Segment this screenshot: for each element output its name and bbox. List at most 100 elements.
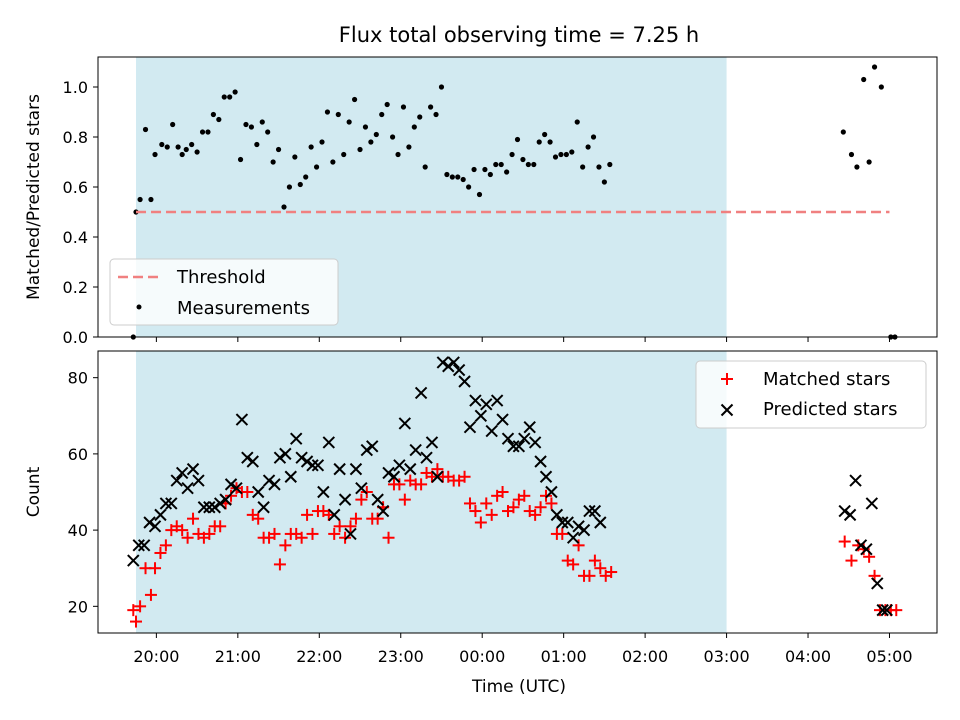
measurement-point [216,116,222,123]
measurement-point [303,174,309,180]
legend-threshold-label: Threshold [176,267,266,288]
matched-star-point [252,512,265,525]
measurement-point [861,76,867,83]
measurement-point [542,131,548,138]
predicted-star-point [165,497,178,510]
y-tick-label: 0.4 [63,228,88,247]
predicted-star-point [588,504,602,518]
measurement-point [449,174,455,180]
matched-star-point [301,508,314,521]
measurement-point [574,119,580,125]
predicted-star-point [393,459,406,472]
matched-star-point [181,531,194,544]
matched-star-point [398,493,411,506]
predicted-star-point [480,398,493,411]
measurement-point [558,151,564,158]
measurement-point [563,151,569,158]
measurement-point [866,159,872,165]
measurement-point [319,139,325,145]
measurement-point [297,181,303,188]
matched-star-point [273,558,286,571]
matched-star-point [149,562,162,575]
predicted-star-point [376,504,390,518]
legend-plus-glyph [721,373,733,385]
predicted-star-point [880,603,893,617]
predicted-star-point [474,409,488,422]
matched-star-point [474,516,487,529]
predicted-star-point [192,474,205,487]
count-y-axis: 20 40 60 80 [68,369,98,616]
x-tick-label: 21:00 [215,647,261,666]
measurement-point [498,161,504,168]
x-tick-label: 04:00 [785,647,831,666]
matched-star-point [534,501,547,514]
measurement-point [406,144,412,150]
predicted-star-point [572,520,585,533]
predicted-star-point [507,440,520,453]
ratio-plot-frame [97,56,938,338]
ratio-panel: 0.0 0.2 0.4 0.6 0.8 1.0 Matched/Predicted sta… [24,56,938,347]
measurement-point [433,111,439,118]
predicted-star-point [322,436,335,449]
predicted-star-point [148,520,162,533]
predicted-star-point [344,527,357,541]
matched-star-point [328,527,341,540]
predicted-star-point [349,462,363,476]
matched-star-point [556,527,569,540]
x-tick-label: 00:00 [459,647,505,666]
predicted-star-point [355,481,368,495]
measurement-point [368,139,374,145]
matched-star-point [306,527,319,540]
measurement-point [210,111,216,118]
predicted-star-point [224,478,238,491]
ratio-legend: Threshold Measurements [109,258,339,326]
predicted-star-point [469,394,482,407]
matched-star-point [360,486,373,498]
predicted-star-point [300,455,314,468]
measurement-point [400,104,407,110]
measurement-point [183,146,189,153]
matched-star-point [545,497,558,510]
measurement-points [130,64,898,340]
matched-star-point [322,508,335,521]
measurement-point [237,156,244,163]
matched-star-point [507,501,520,514]
predicted-star-point [186,462,200,476]
measurement-point [514,136,521,143]
count-y-axis-label: Count [24,466,44,517]
measurement-point [871,64,878,70]
y-tick-label: 0.6 [63,178,88,197]
measurement-point [455,174,461,180]
matched-star-point [344,520,357,533]
predicted-star-point [251,485,265,499]
measurement-point [438,84,445,90]
count-plot-frame [97,350,938,634]
predicted-star-point [849,474,862,487]
predicted-star-point [371,493,384,506]
legend-matched-label: Matched stars [763,369,890,390]
measurement-point [221,94,227,100]
measurement-point [373,131,379,138]
matched-star-point [159,539,172,552]
matched-star-point [605,566,618,579]
chart-title: Flux total observing time = 7.25 h [339,23,699,47]
measurement-point [848,151,855,158]
measurement-point [525,161,531,168]
matched-star-point [458,470,471,483]
matched-star-point [588,554,601,567]
legend-predicted-label: Predicted stars [763,399,897,420]
predicted-star-point [333,462,346,476]
measurement-point [569,149,575,155]
measurement-point [840,129,846,135]
y-tick-label: 0.2 [63,278,88,297]
measurement-point [270,159,276,165]
predicted-star-point [273,451,287,464]
measurement-point [243,121,249,128]
matched-star-point [134,600,147,613]
predicted-star-point [594,516,607,529]
measurement-point [142,126,149,133]
matched-star-point [355,493,368,506]
measurement-point [460,176,466,183]
predicted-star-point [534,455,547,468]
